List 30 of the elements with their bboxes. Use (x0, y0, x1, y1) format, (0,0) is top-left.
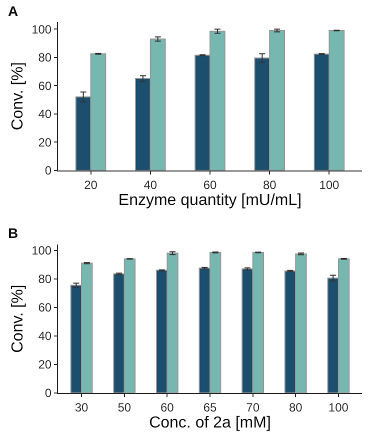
x-tick-label: 30 (74, 400, 89, 414)
x-tick-label: 20 (84, 178, 98, 192)
x-tick-label: 65 (203, 400, 217, 414)
y-tick-label: 80 (38, 50, 52, 65)
x-tick-label: 50 (118, 400, 132, 414)
y-tick-label: 20 (38, 135, 52, 150)
y-tick-label: 40 (38, 329, 52, 344)
x-tick-label: 70 (246, 400, 260, 414)
x-tick-label: 60 (160, 400, 174, 414)
x-tick-label: 100 (319, 178, 340, 192)
chart-title: B (8, 225, 18, 241)
y-axis-title: Conv. [%] (9, 284, 26, 353)
y-tick-label: 80 (38, 272, 52, 286)
x-tick-label: 80 (288, 400, 303, 414)
y-tick-label: 20 (38, 358, 52, 372)
y-tick-label: 0 (44, 164, 52, 178)
x-tick-label: 40 (144, 178, 158, 192)
y-tick-label: 100 (32, 22, 52, 36)
y-tick-label: 0 (44, 386, 52, 400)
x-tick-label: 80 (262, 178, 277, 192)
y-axis-title: Conv. [%] (9, 62, 26, 130)
y-tick-label: 100 (32, 244, 52, 258)
chart-title: A (8, 3, 18, 19)
x-tick-label: 100 (328, 400, 349, 414)
y-tick-label: 40 (38, 107, 52, 122)
x-axis-title: Conc. of 2a [mM] (149, 414, 271, 432)
y-tick-label: 60 (38, 78, 52, 93)
y-tick-label: 60 (38, 300, 52, 315)
x-axis-title: Enzyme quantity [mU/mL] (118, 192, 302, 209)
x-tick-label: 60 (203, 178, 217, 192)
